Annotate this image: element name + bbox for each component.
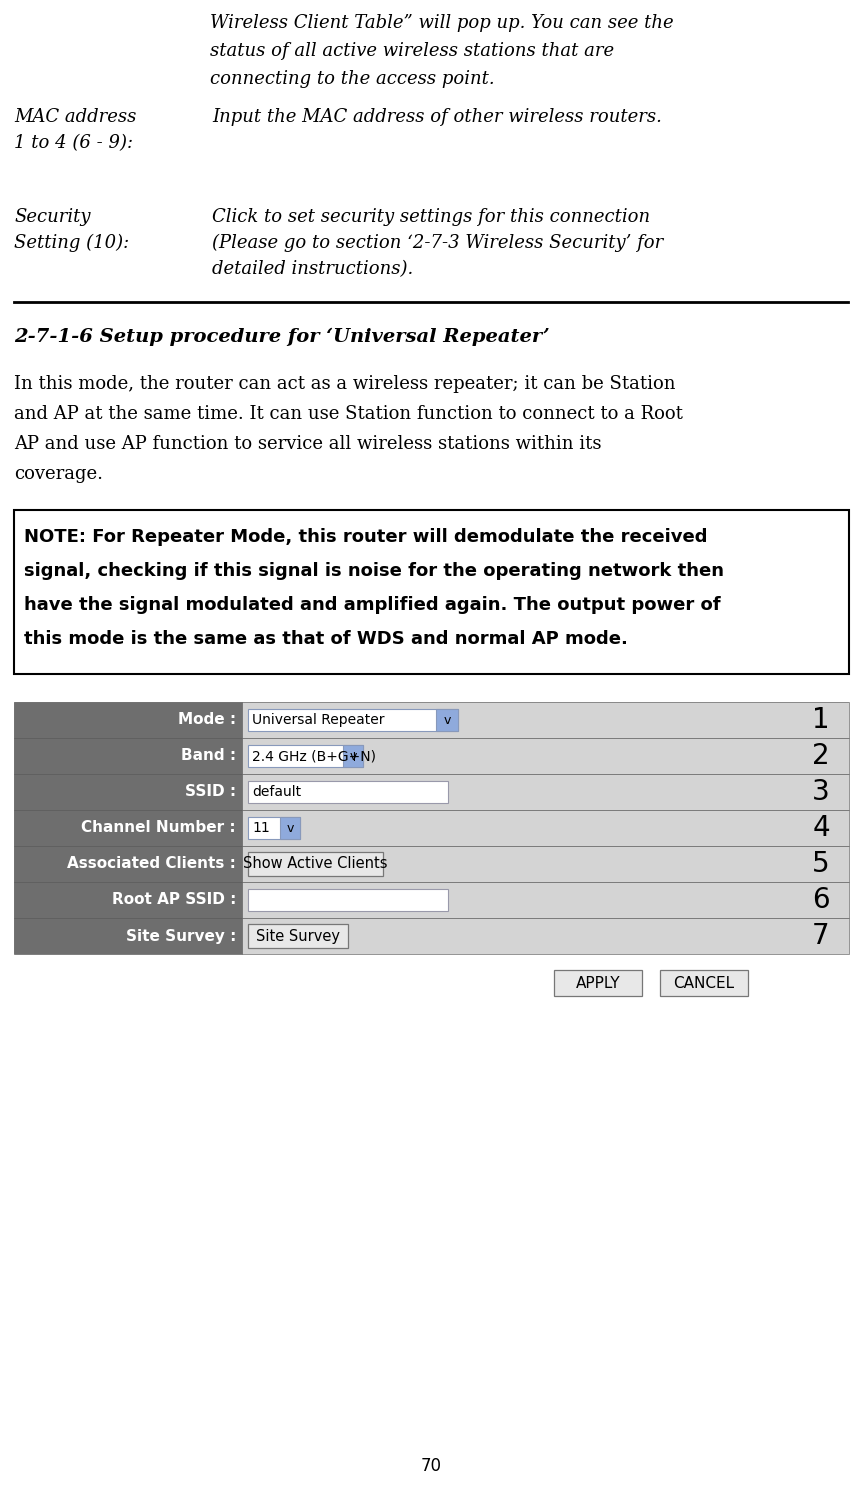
Text: 1 to 4 (6 - 9):: 1 to 4 (6 - 9):	[14, 134, 133, 152]
Text: coverage.: coverage.	[14, 465, 103, 483]
Text: MAC address: MAC address	[14, 108, 136, 126]
Text: v: v	[350, 749, 356, 762]
Text: SSID :: SSID :	[185, 785, 236, 799]
Text: Mode :: Mode :	[178, 712, 236, 728]
Bar	[242, 918, 849, 954]
Text: status of all active wireless stations that are: status of all active wireless stations t…	[210, 42, 614, 59]
Text: this mode is the same as that of WDS and normal AP mode.: this mode is the same as that of WDS and…	[24, 630, 628, 648]
Bar	[242, 701, 849, 739]
Text: 2.4 GHz (B+G+N): 2.4 GHz (B+G+N)	[252, 749, 376, 762]
Text: Security: Security	[14, 208, 91, 226]
Bar	[280, 817, 300, 840]
Text: v: v	[444, 713, 450, 727]
Bar	[14, 701, 849, 954]
Bar	[14, 510, 849, 675]
Text: and AP at the same time. It can use Station function to connect to a Root: and AP at the same time. It can use Stat…	[14, 406, 683, 424]
Text: 5: 5	[812, 850, 830, 878]
Text: signal, checking if this signal is noise for the operating network then: signal, checking if this signal is noise…	[24, 562, 724, 580]
Bar	[343, 744, 363, 767]
Text: (Please go to section ‘2-7-3 Wireless Security’ for: (Please go to section ‘2-7-3 Wireless Se…	[212, 233, 664, 253]
Bar	[14, 810, 242, 846]
FancyBboxPatch shape	[554, 970, 642, 996]
Bar	[248, 709, 458, 731]
Text: NOTE: For Repeater Mode, this router will demodulate the received: NOTE: For Repeater Mode, this router wil…	[24, 528, 708, 545]
Text: Band :: Band :	[181, 749, 236, 764]
FancyBboxPatch shape	[660, 970, 748, 996]
Bar	[242, 883, 849, 918]
Text: v: v	[287, 822, 293, 835]
Text: 7: 7	[812, 921, 830, 950]
Text: CANCEL: CANCEL	[673, 975, 734, 991]
Text: 4: 4	[812, 814, 830, 843]
Text: APPLY: APPLY	[576, 975, 620, 991]
Text: Click to set security settings for this connection: Click to set security settings for this …	[212, 208, 650, 226]
Bar	[14, 701, 242, 739]
FancyBboxPatch shape	[248, 851, 383, 877]
Text: Show Active Clients: Show Active Clients	[243, 856, 387, 871]
Text: 6: 6	[812, 886, 830, 914]
Text: Setting (10):: Setting (10):	[14, 233, 129, 253]
Text: Channel Number :: Channel Number :	[81, 820, 236, 835]
Bar	[436, 709, 458, 731]
Text: Universal Repeater: Universal Repeater	[252, 713, 385, 727]
Text: 1: 1	[812, 706, 830, 734]
FancyBboxPatch shape	[248, 924, 348, 948]
Text: connecting to the access point.: connecting to the access point.	[210, 70, 494, 88]
Bar	[14, 918, 242, 954]
Bar	[242, 810, 849, 846]
Bar	[14, 846, 242, 883]
Text: Root AP SSID :: Root AP SSID :	[111, 893, 236, 908]
Bar	[242, 774, 849, 810]
Text: 70: 70	[421, 1456, 442, 1476]
Text: Wireless Client Table” will pop up. You can see the: Wireless Client Table” will pop up. You …	[210, 13, 674, 33]
Bar	[14, 774, 242, 810]
Text: Site Survey :: Site Survey :	[126, 929, 236, 944]
Bar	[248, 889, 448, 911]
Text: 2: 2	[812, 742, 830, 770]
Text: default: default	[252, 785, 301, 799]
Bar	[248, 817, 300, 840]
Text: AP and use AP function to service all wireless stations within its: AP and use AP function to service all wi…	[14, 435, 602, 453]
Text: In this mode, the router can act as a wireless repeater; it can be Station: In this mode, the router can act as a wi…	[14, 374, 676, 392]
Text: have the signal modulated and amplified again. The output power of: have the signal modulated and amplified …	[24, 596, 721, 614]
Text: Input the MAC address of other wireless routers.: Input the MAC address of other wireless …	[212, 108, 662, 126]
Text: Site Survey: Site Survey	[256, 929, 340, 944]
Text: detailed instructions).: detailed instructions).	[212, 260, 413, 278]
Bar	[242, 846, 849, 883]
Text: 11: 11	[252, 820, 270, 835]
Bar	[248, 744, 363, 767]
Bar	[248, 782, 448, 802]
Bar	[14, 739, 242, 774]
Text: 2-7-1-6 Setup procedure for ‘Universal Repeater’: 2-7-1-6 Setup procedure for ‘Universal R…	[14, 328, 550, 346]
Text: 3: 3	[812, 779, 830, 805]
Bar	[14, 883, 242, 918]
Bar	[242, 739, 849, 774]
Text: Associated Clients :: Associated Clients :	[67, 856, 236, 871]
